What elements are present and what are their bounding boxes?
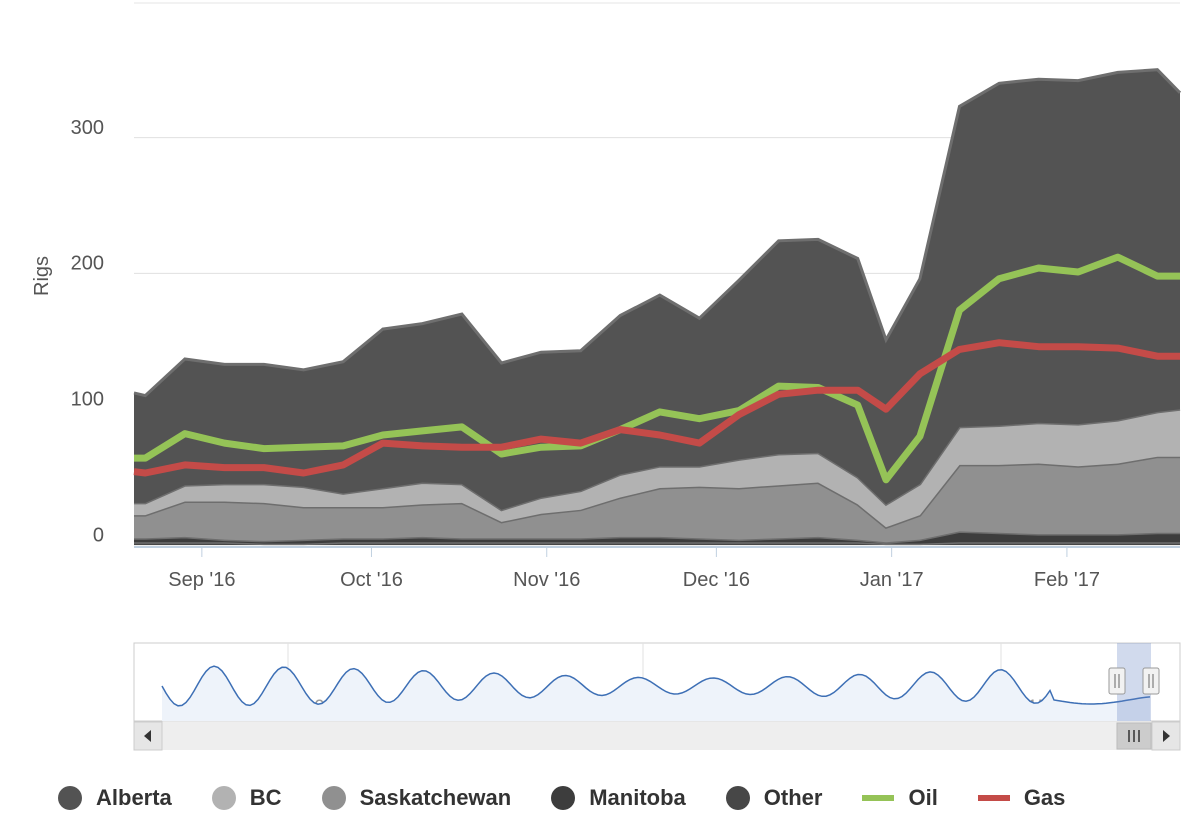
- scroll-right-button[interactable]: [1151, 721, 1181, 751]
- x-tick-label: Nov '16: [513, 569, 580, 591]
- circle-marker-icon: [321, 786, 346, 810]
- chevron-left-icon: [144, 730, 151, 742]
- legend-label: Alberta: [96, 785, 172, 810]
- y-axis: Rigs 0 100 200 300: [31, 117, 104, 546]
- y-tick-label: 100: [71, 388, 104, 410]
- legend-label: Saskatchewan: [359, 785, 512, 810]
- area-alberta[interactable]: [134, 69, 1180, 510]
- legend-label: Other: [763, 785, 823, 810]
- line-marker-icon: [977, 795, 1010, 801]
- x-tick-label: Sep '16: [168, 569, 235, 591]
- y-tick-label: 0: [93, 524, 104, 546]
- legend-label: Manitoba: [589, 785, 686, 810]
- y-tick-label: 200: [71, 253, 104, 275]
- scrollbar-track[interactable]: [134, 722, 1180, 750]
- legend: Alberta BC Saskatchewan Manitoba Other Oil Gas: [58, 780, 1105, 816]
- legend-item-alberta[interactable]: Alberta: [58, 785, 172, 811]
- circle-marker-icon: [211, 786, 236, 810]
- circle-marker-icon: [551, 786, 576, 810]
- x-tick-label: Oct '16: [340, 569, 403, 591]
- x-tick-label: Jan '17: [860, 569, 924, 591]
- legend-item-gas[interactable]: Gas: [977, 785, 1066, 811]
- x-tick-label: Dec '16: [683, 569, 750, 591]
- navigator-series-fill: [162, 666, 1150, 721]
- x-axis: Sep '16 Oct '16 Nov '16 Dec '16 Jan '17 Feb '…: [134, 546, 1180, 591]
- legend-label: BC: [249, 785, 282, 810]
- legend-item-bc[interactable]: BC: [211, 785, 282, 811]
- navigator[interactable]: 200520102015: [133, 642, 1181, 751]
- line-marker-icon: [862, 795, 895, 801]
- legend-label: Gas: [1023, 785, 1066, 810]
- area-saskatchewan[interactable]: [134, 456, 1180, 543]
- legend-item-oil[interactable]: Oil: [862, 785, 938, 811]
- y-axis-title: Rigs: [31, 256, 53, 296]
- plot-series: [133, 68, 1182, 546]
- legend-item-manitoba[interactable]: Manitoba: [551, 785, 686, 811]
- legend-item-other[interactable]: Other: [725, 785, 823, 811]
- line-oil[interactable]: [134, 253, 1180, 484]
- area-edge-alberta: [133, 68, 1182, 398]
- x-tick-label: Feb '17: [1034, 569, 1100, 591]
- line-gas[interactable]: [133, 339, 1180, 477]
- scrollbar-thumb[interactable]: [1116, 722, 1152, 750]
- y-tick-label: 300: [71, 117, 104, 139]
- legend-item-saskatchewan[interactable]: Saskatchewan: [321, 785, 512, 811]
- chevron-right-icon: [1163, 730, 1170, 742]
- navigator-handle-right[interactable]: [1142, 667, 1160, 695]
- circle-marker-icon: [58, 786, 82, 810]
- scroll-left-button[interactable]: [133, 721, 163, 751]
- navigator-series-line: [161, 665, 1151, 707]
- navigator-handle-left[interactable]: [1108, 667, 1126, 695]
- circle-marker-icon: [725, 786, 750, 810]
- legend-label: Oil: [908, 785, 938, 810]
- chart-svg: Rigs 0 100 200 300 Sep '16 Oct '16 Nov '16 Dec…: [31, 2, 1182, 751]
